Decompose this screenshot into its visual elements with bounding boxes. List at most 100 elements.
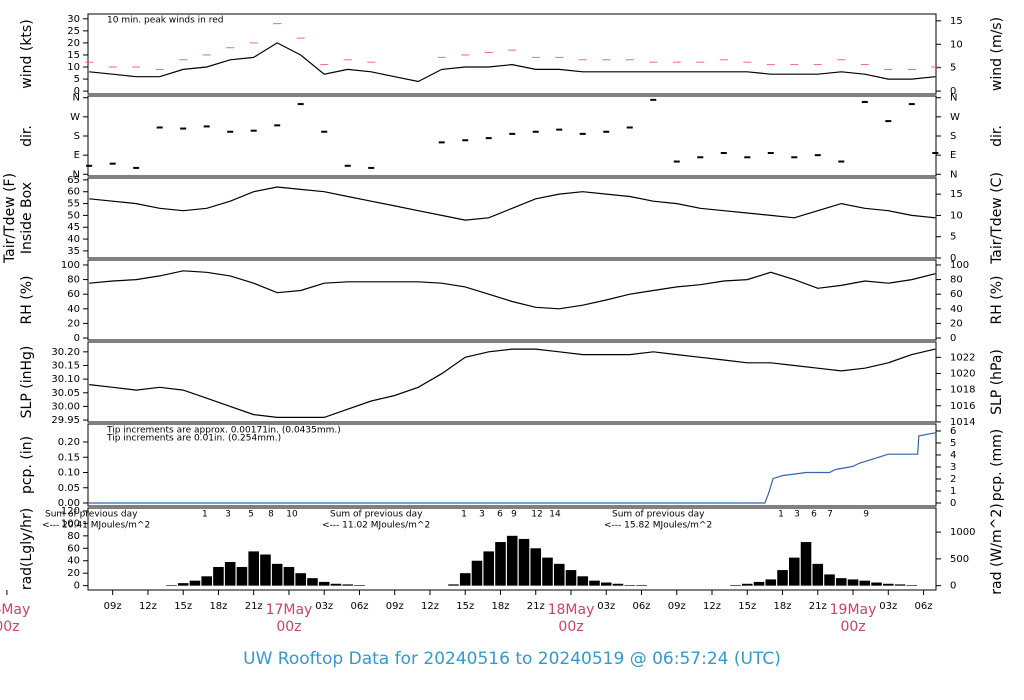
y-tick-label: 120 (61, 506, 80, 517)
rad-bar (530, 548, 542, 586)
rad-bar (624, 585, 636, 586)
hour-label: 1 (461, 510, 467, 520)
y2-axis-label: dir. (989, 125, 1005, 147)
x-tick-label: 03z (597, 601, 615, 612)
rad-bar (730, 585, 741, 586)
x-tick-label: 12z (139, 601, 157, 612)
y2-tick-label: 5 (950, 232, 956, 243)
y-tick-label: 0.05 (58, 483, 80, 494)
x-tick-label: 12z (421, 601, 439, 612)
day-label: 00z (558, 619, 583, 635)
rad-bar (213, 566, 224, 586)
x-tick-label: 21z (809, 601, 827, 612)
chart-title: UW Rooftop Data for 20240516 to 20240519… (243, 649, 781, 669)
hour-label: 8 (268, 510, 274, 520)
y2-axis-label: rad (W/m^2) (989, 503, 1005, 594)
y-tick-label: 15 (67, 50, 80, 61)
daily-sum-heading: Sum of previous day (45, 510, 138, 520)
hour-label: 3 (479, 510, 485, 520)
y2-tick-label: 0 (950, 253, 956, 264)
panel-frame (87, 341, 937, 423)
x-tick-label: 03z (879, 601, 897, 612)
hour-label: 6 (811, 510, 817, 520)
rad-bar (765, 579, 777, 586)
y-tick-label: 100 (61, 518, 80, 529)
rad-bar (495, 542, 506, 586)
y2-tick-label: 5 (950, 63, 956, 74)
y-tick-label: 45 (67, 222, 80, 233)
y2-tick-label: N (950, 169, 957, 180)
y-tick-label: 0.00 (58, 498, 80, 509)
x-tick-label: 03z (315, 601, 333, 612)
y-axis-label: SLP (inHg) (19, 346, 35, 419)
y-tick-label: 0.10 (58, 468, 80, 479)
hour-label: 7 (827, 510, 833, 520)
annotation: Tip increments are approx. 0.00171in. (0… (106, 426, 341, 436)
y-tick-label: 20 (67, 38, 80, 49)
x-tick-label: 21z (527, 601, 545, 612)
y-tick-label: 0.20 (58, 437, 80, 448)
y-tick-label: 30.20 (51, 347, 80, 358)
data-line (89, 186, 936, 221)
x-tick-label: 21z (245, 601, 263, 612)
y2-tick-label: 40 (950, 304, 963, 315)
rad-bar (271, 563, 283, 586)
y-tick-label: 80 (67, 531, 80, 542)
x-tick-label: 06z (633, 601, 651, 612)
rad-bar (612, 583, 624, 586)
hour-label: 1 (202, 510, 208, 520)
rad-bar (542, 557, 553, 586)
x-tick-label: 12z (703, 601, 721, 612)
rad-bar (224, 561, 236, 586)
hour-label: 1 (778, 510, 784, 520)
y-tick-label: S (74, 131, 80, 142)
panel-frame (87, 423, 937, 507)
y-tick-label: 10 (67, 62, 80, 73)
x-tick-label: 09z (668, 601, 686, 612)
data-line (89, 348, 936, 418)
y-tick-label: N (73, 169, 80, 180)
y-tick-label: 20 (67, 318, 80, 329)
data-line (88, 432, 936, 504)
rad-bar (589, 580, 600, 586)
y-tick-label: 30.00 (51, 401, 80, 412)
y-tick-label: 30.15 (51, 360, 80, 371)
y2-tick-label: S (950, 131, 956, 142)
y2-tick-label: 10 (950, 39, 963, 50)
y2-tick-label: 1018 (950, 385, 975, 396)
y-tick-label: 0 (74, 86, 80, 97)
hour-label: 9 (511, 510, 517, 520)
hour-label: 14 (549, 510, 561, 520)
y-tick-label: 40 (67, 304, 80, 315)
y2-tick-label: 60 (950, 289, 963, 300)
x-tick-label: 06z (915, 601, 933, 612)
y-tick-label: 40 (67, 234, 80, 245)
y-axis-label: rad(Lgly/hr) (19, 508, 35, 590)
rad-bar (600, 582, 612, 586)
y2-axis-label: Tair/Tdew (C) (989, 172, 1005, 265)
rad-bar (871, 582, 882, 586)
panel-frame (87, 13, 937, 95)
y2-tick-label: 0 (950, 581, 956, 592)
hour-label: 12 (531, 510, 542, 520)
y2-tick-label: 100 (950, 260, 969, 271)
y2-axis-label: pcp. (mm) (989, 429, 1005, 502)
daily-sum-heading: Sum of previous day (612, 510, 705, 520)
y2-axis-label: SLP (hPa) (989, 349, 1005, 415)
y2-tick-label: 1020 (950, 368, 975, 379)
x-tick-label: 18z (491, 601, 509, 612)
y-axis-label: RH (%) (19, 276, 35, 325)
rad-bar (518, 538, 530, 586)
y2-tick-label: 1014 (950, 417, 975, 428)
y-tick-label: 40 (67, 556, 80, 567)
rad-bar (459, 573, 471, 586)
x-tick-label: 18z (209, 601, 227, 612)
hour-label: 9 (863, 510, 869, 520)
y-tick-label: 0.15 (58, 452, 80, 463)
y2-tick-label: 0 (950, 86, 956, 97)
rad-bar (483, 551, 495, 586)
y-tick-label: 0 (74, 333, 80, 344)
daily-sum-heading: Sum of previous day (330, 510, 423, 520)
